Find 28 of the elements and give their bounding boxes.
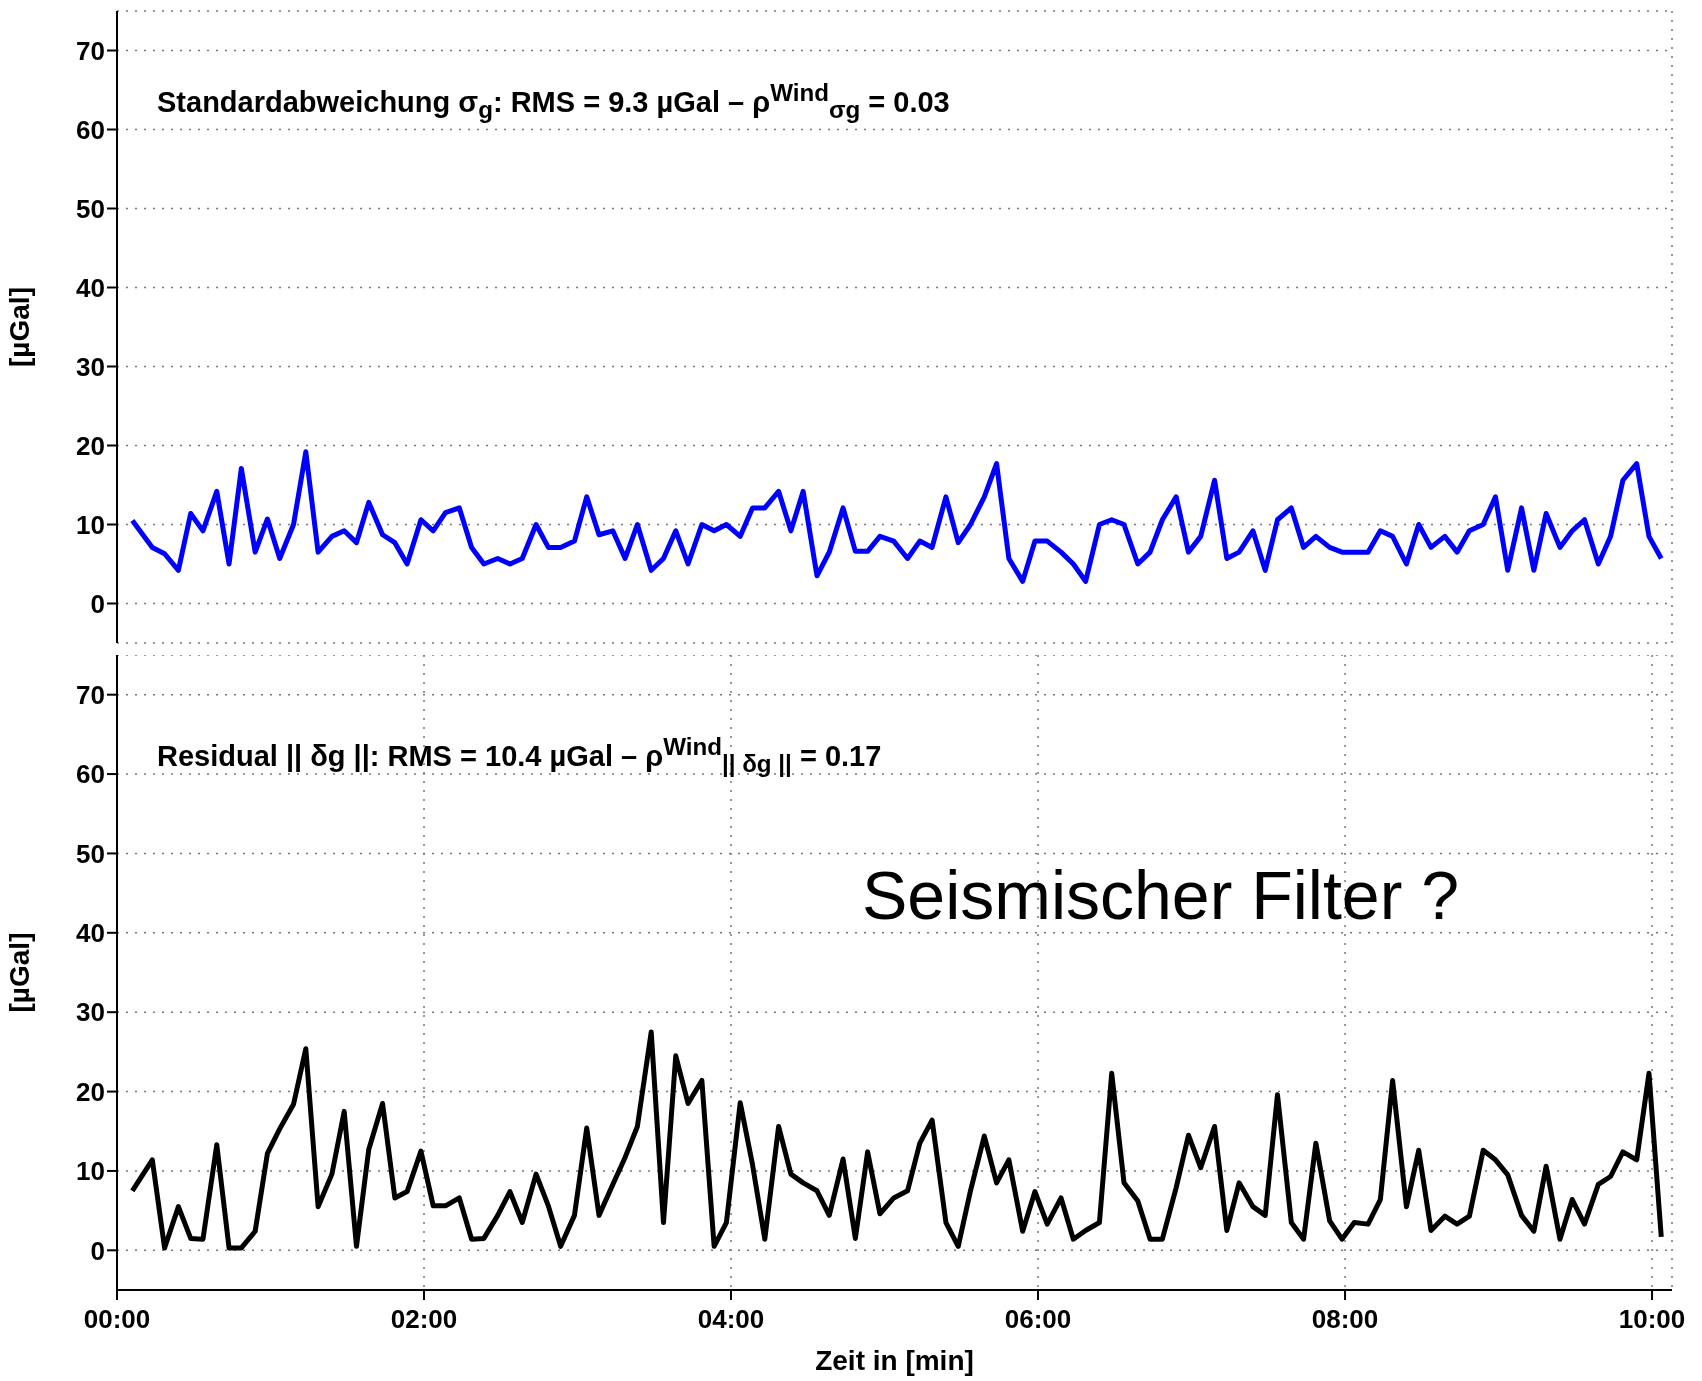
- x-tick-label: 02:00: [390, 1304, 458, 1335]
- x-tick-label: 06:00: [1004, 1304, 1072, 1335]
- annotation: Seismischer Filter ?: [862, 856, 1460, 935]
- y-tick-label: 20: [76, 430, 105, 461]
- y-tick-label: 0: [90, 1235, 105, 1266]
- y-tick-label: 40: [76, 918, 105, 949]
- y-axis-title: [µGal]: [3, 932, 35, 1013]
- x-tick-label: 10:00: [1618, 1304, 1686, 1335]
- y-tick-label: 50: [76, 838, 105, 869]
- y-tick-label: 10: [76, 1156, 105, 1187]
- x-tick-label: 08:00: [1311, 1304, 1379, 1335]
- y-tick-label: 30: [76, 351, 105, 382]
- y-tick-label: 0: [90, 588, 105, 619]
- y-tick-label: 20: [76, 1076, 105, 1107]
- y-tick-label: 40: [76, 272, 105, 303]
- y-tick-label: 50: [76, 193, 105, 224]
- y-tick-label: 70: [76, 679, 105, 710]
- y-tick-label: 70: [76, 35, 105, 66]
- x-tick-label: 00:00: [83, 1304, 151, 1335]
- x-tick-label: 04:00: [697, 1304, 765, 1335]
- annotation: Residual || δg ||: RMS = 10.4 µGal – ρ$^{Wind}$$_{|| δg ||}$ = 0.17: [157, 732, 882, 779]
- y-tick-label: 30: [76, 997, 105, 1028]
- annotation: Standardabweichung σ$_{g}$: RMS = 9.3 µGal – ρ$^{Wind}$$_{σg}$ = 0.03: [157, 78, 950, 125]
- y-tick-label: 60: [76, 114, 105, 145]
- x-axis-title: Zeit in [min]: [815, 1345, 974, 1376]
- y-axis-title: [µGal]: [3, 287, 35, 367]
- y-tick-label: 60: [76, 759, 105, 790]
- y-tick-label: 10: [76, 509, 105, 540]
